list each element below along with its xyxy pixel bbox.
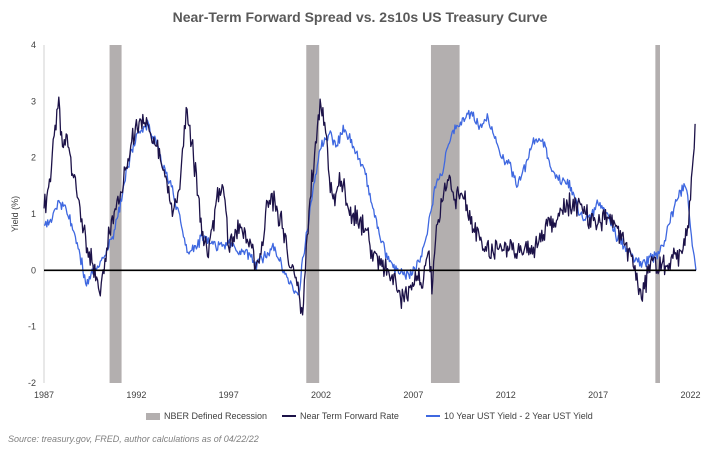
series-lines — [43, 96, 697, 316]
source-note: Source: treasury.gov, FRED, author calcu… — [8, 434, 259, 444]
legend-label-recession: NBER Defined Recession — [164, 411, 267, 421]
recession-band — [109, 45, 122, 383]
y-tick-label: -2 — [28, 378, 36, 388]
legend: NBER Defined Recession Near Term Forward … — [146, 411, 593, 421]
legend-label-forward: Near Term Forward Rate — [300, 411, 399, 421]
x-tick-label: 2017 — [588, 390, 608, 400]
x-tick-label: 2012 — [496, 390, 516, 400]
x-tick-label: 1987 — [34, 390, 54, 400]
x-tick-label: 2002 — [311, 390, 331, 400]
recession-band — [430, 45, 460, 383]
recession-bands — [109, 45, 660, 383]
forward-series-line — [43, 96, 696, 316]
y-tick-label: 3 — [31, 96, 36, 106]
legend-swatch-recession — [146, 413, 160, 420]
chart-title: Near-Term Forward Spread vs. 2s10s US Tr… — [173, 9, 548, 25]
recession-band — [655, 45, 660, 383]
legend-label-spread: 10 Year UST Yield - 2 Year UST Yield — [444, 411, 593, 421]
y-tick-label: 4 — [31, 40, 36, 50]
y-axis-label: Yield (%) — [10, 196, 20, 232]
y-tick-label: 2 — [31, 153, 36, 163]
recession-band — [306, 45, 320, 383]
y-tick-label: 1 — [31, 209, 36, 219]
x-tick-labels: 1987 1992 1997 2002 2007 2012 2017 2022 — [34, 390, 700, 400]
x-tick-label: 2007 — [403, 390, 423, 400]
y-tick-label: -1 — [28, 322, 36, 332]
x-tick-label: 1997 — [219, 390, 239, 400]
spread-series-line — [43, 109, 697, 296]
y-tick-labels: -2 -1 0 1 2 3 4 — [28, 40, 36, 388]
x-tick-label: 1992 — [126, 390, 146, 400]
x-tick-label: 2022 — [680, 390, 700, 400]
y-tick-label: 0 — [31, 265, 36, 275]
